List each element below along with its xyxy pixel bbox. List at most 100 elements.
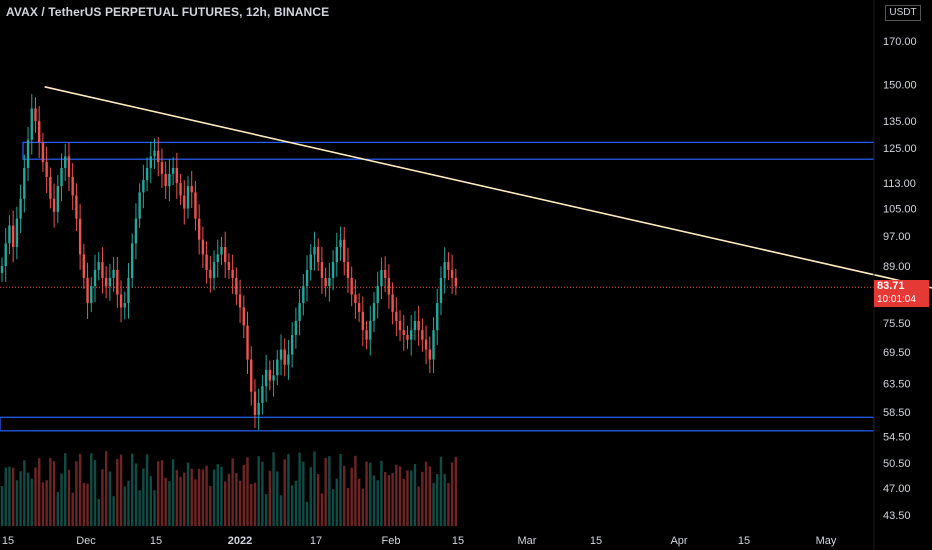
volume-bar	[119, 454, 123, 526]
price-tick-label: 97.00	[883, 231, 911, 243]
volume-bar	[97, 498, 100, 526]
candle-body	[26, 139, 30, 168]
candle-body	[380, 269, 383, 287]
candle-body	[417, 320, 420, 331]
volume-bar	[52, 461, 56, 526]
price-tick-label: 58.50	[883, 407, 911, 419]
price-tick-label: 105.00	[883, 204, 917, 216]
candle-body	[216, 254, 219, 263]
volume-bar	[328, 456, 331, 526]
candle-body	[302, 286, 305, 304]
volume-bar	[417, 486, 420, 526]
candle-body	[183, 195, 186, 209]
volume-bar	[93, 460, 97, 526]
candle-body	[175, 167, 179, 183]
volume-bar	[443, 473, 446, 526]
price-tick-label: 135.00	[883, 116, 917, 128]
volume-bar	[447, 482, 450, 526]
candle-body	[138, 192, 141, 219]
candle-body	[383, 269, 387, 278]
volume-bar	[454, 456, 458, 526]
candle-body	[268, 369, 272, 381]
volume-bar	[34, 467, 37, 526]
candle-body	[339, 239, 342, 247]
volume-bar	[380, 460, 383, 526]
volume-bar	[290, 485, 294, 526]
volume-bar	[205, 465, 208, 526]
candle-body	[8, 225, 11, 244]
price-axis[interactable]: 170.00 150.00 135.00 125.00 113.00 105.00 97.0…	[883, 36, 917, 522]
volume-bar	[313, 451, 316, 526]
volume-bar	[387, 475, 391, 526]
price-tick-label: 43.50	[883, 510, 911, 522]
candle-body	[387, 277, 391, 295]
candle-body	[157, 150, 160, 163]
trendline	[44, 86, 932, 289]
candle-body	[361, 311, 365, 331]
volume-bar	[75, 461, 78, 526]
candle-body	[142, 179, 145, 193]
volume-bar	[398, 466, 402, 526]
candle-body	[369, 320, 372, 340]
price-tick-label: 54.50	[883, 432, 911, 444]
volume-bar	[30, 478, 33, 526]
candle-body	[209, 269, 212, 278]
time-tick-label: Dec	[76, 535, 96, 547]
volume-bar	[123, 486, 126, 526]
candle-body	[305, 269, 309, 287]
currency-label: USDT	[885, 5, 921, 21]
candle-body	[257, 403, 260, 415]
candle-body	[194, 192, 197, 219]
volume-bar	[354, 455, 357, 526]
candle-body	[93, 269, 97, 287]
candle-body	[391, 294, 394, 312]
candle-body	[432, 330, 435, 360]
last-price: 83.71	[877, 280, 905, 292]
volume-bar	[350, 467, 353, 526]
candle-body	[101, 262, 104, 278]
volume-bar	[376, 480, 379, 526]
volume-bar	[369, 462, 372, 526]
candle-body	[67, 156, 71, 177]
candle-body	[201, 239, 205, 255]
candlesticks	[0, 94, 458, 430]
volume-bar	[179, 476, 182, 526]
candle-body	[443, 262, 446, 278]
volume-bar	[257, 456, 260, 526]
candle-body	[354, 294, 357, 304]
volume-bar	[131, 453, 134, 526]
time-tick-label: Apr	[670, 535, 687, 547]
candle-body	[52, 198, 56, 212]
volume-bar	[324, 457, 327, 526]
volume-bar	[283, 459, 286, 526]
volume-bar	[175, 470, 179, 526]
candle-body	[164, 173, 167, 187]
volume-bar	[60, 473, 63, 526]
volume-bar	[261, 461, 264, 526]
volume-bar	[41, 482, 45, 526]
volume-bar	[391, 472, 394, 526]
candle-body	[186, 186, 190, 209]
volume-bar	[231, 458, 234, 526]
candle-body	[324, 277, 327, 287]
volume-bar	[183, 472, 186, 526]
candle-body	[253, 391, 257, 415]
candle-body	[160, 162, 164, 174]
volume-bar	[320, 493, 324, 526]
candle-body	[313, 246, 316, 255]
volume-bar	[49, 458, 52, 526]
candle-body	[41, 142, 45, 163]
candle-body	[56, 186, 59, 212]
candle-body	[38, 121, 41, 143]
time-tick-label: 17	[310, 535, 322, 547]
volume-bar	[339, 454, 342, 526]
volume-bar	[190, 468, 193, 526]
candle-body	[238, 294, 242, 308]
candle-body	[64, 156, 67, 168]
volume-bar	[413, 463, 417, 526]
candle-body	[290, 334, 294, 355]
volume-bar	[67, 469, 71, 526]
price-tick-label: 69.50	[883, 347, 911, 359]
time-axis[interactable]: 15 Dec 15 2022 17 Feb 15 Mar 15 Apr 15 May	[2, 535, 837, 547]
